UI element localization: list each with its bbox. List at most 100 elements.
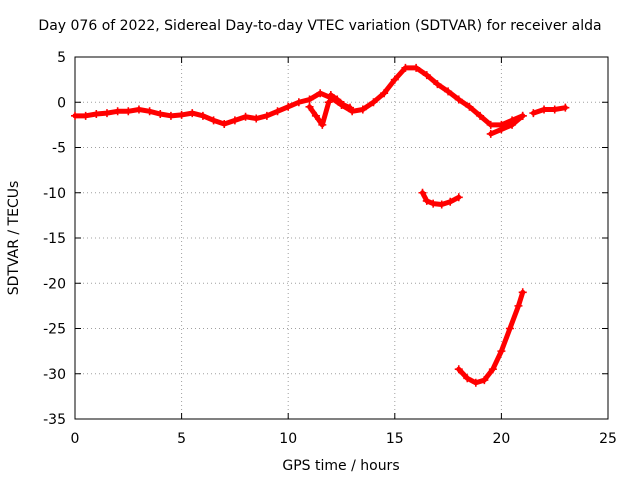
data-point: [418, 188, 427, 197]
data-point: [454, 193, 463, 202]
data-point: [476, 111, 485, 120]
data-point: [305, 95, 314, 104]
data-point: [514, 301, 523, 310]
data-point: [92, 110, 101, 119]
data-point: [326, 91, 335, 100]
y-tick-label: -25: [43, 322, 66, 338]
data-point: [508, 120, 517, 129]
data-points: [71, 63, 570, 387]
data-point: [486, 120, 495, 129]
data-point: [188, 109, 197, 118]
data-point: [134, 105, 143, 114]
data-point: [262, 111, 271, 120]
data-point: [437, 200, 446, 209]
data-point: [166, 111, 175, 120]
y-tick-label: 0: [57, 95, 66, 111]
data-point: [518, 111, 527, 120]
data-point: [488, 365, 497, 374]
data-point: [284, 102, 293, 111]
data-point: [324, 98, 333, 107]
data-point: [209, 116, 218, 125]
series-band: [328, 92, 353, 111]
y-tick-label: -5: [52, 141, 66, 157]
data-point: [305, 102, 314, 111]
data-point: [390, 75, 399, 84]
series-main-track: [71, 63, 527, 129]
data-point: [156, 110, 165, 119]
series-band: [307, 99, 332, 128]
x-tick-label: 25: [599, 431, 617, 447]
data-point: [124, 107, 133, 116]
x-axis-label: GPS time / hours: [282, 458, 399, 474]
series-band: [488, 113, 526, 137]
data-point: [113, 107, 122, 116]
data-point: [230, 116, 239, 125]
y-tick-label: -30: [43, 367, 66, 383]
data-point: [71, 111, 79, 120]
data-point: [252, 114, 261, 123]
data-point: [446, 197, 455, 206]
data-point: [505, 324, 514, 333]
x-tick-label: 5: [177, 431, 186, 447]
data-point: [471, 378, 480, 387]
series-band: [72, 65, 526, 128]
data-point: [540, 105, 549, 114]
y-tick-label: -15: [43, 231, 66, 247]
chart-title: Day 076 of 2022, Sidereal Day-to-day VTE…: [38, 18, 602, 34]
data-point: [401, 63, 410, 72]
data-point: [102, 109, 111, 118]
data-point: [463, 374, 472, 383]
data-point: [145, 107, 154, 116]
data-point: [294, 98, 303, 107]
data-point: [333, 95, 342, 104]
data-point: [358, 105, 367, 114]
data-point: [550, 105, 559, 114]
y-tick-label: -35: [43, 412, 66, 428]
y-tick-label: 5: [57, 50, 66, 66]
data-point: [497, 347, 506, 356]
data-point: [433, 80, 442, 89]
data-point: [369, 98, 378, 107]
data-point: [220, 119, 229, 128]
data-point: [518, 288, 527, 297]
data-point: [422, 71, 431, 80]
data-point: [486, 129, 495, 138]
data-point: [561, 103, 570, 112]
x-tick-label: 10: [279, 431, 297, 447]
series-branch-11h: [305, 98, 333, 129]
data-point: [177, 110, 186, 119]
axis-ticks: 0 5 10 15 20 25 5 0 -5 -10 -15 -20 -25 -30 -35: [43, 50, 617, 447]
data-point: [454, 95, 463, 104]
data-point: [339, 100, 348, 109]
series-dip-20h: [486, 111, 527, 138]
series-branch-12h: [326, 91, 355, 112]
data-point: [422, 196, 431, 205]
grid-lines: [75, 57, 608, 419]
x-tick-label: 15: [386, 431, 404, 447]
y-tick-label: -20: [43, 276, 66, 292]
x-tick-label: 20: [492, 431, 510, 447]
data-point: [465, 102, 474, 111]
data-point: [311, 111, 320, 120]
data-point: [429, 199, 438, 208]
data-point: [497, 125, 506, 134]
series-band: [420, 190, 462, 208]
data-point: [198, 111, 207, 120]
y-axis-label: SDTVAR / TECUs: [6, 181, 22, 296]
data-point: [318, 120, 327, 129]
data-point: [273, 107, 282, 116]
data-point: [444, 87, 453, 96]
data-point: [346, 103, 355, 112]
series-late-upper: [529, 103, 570, 118]
series-band: [530, 105, 568, 116]
series-v-curve-20h: [454, 288, 527, 387]
data-point: [380, 89, 389, 98]
data-point: [81, 111, 90, 120]
data-point: [454, 365, 463, 374]
data-point: [316, 89, 325, 98]
series-arc-17h: [418, 188, 463, 209]
y-tick-label: -10: [43, 186, 66, 202]
x-tick-label: 0: [71, 431, 80, 447]
data-point: [241, 112, 250, 121]
